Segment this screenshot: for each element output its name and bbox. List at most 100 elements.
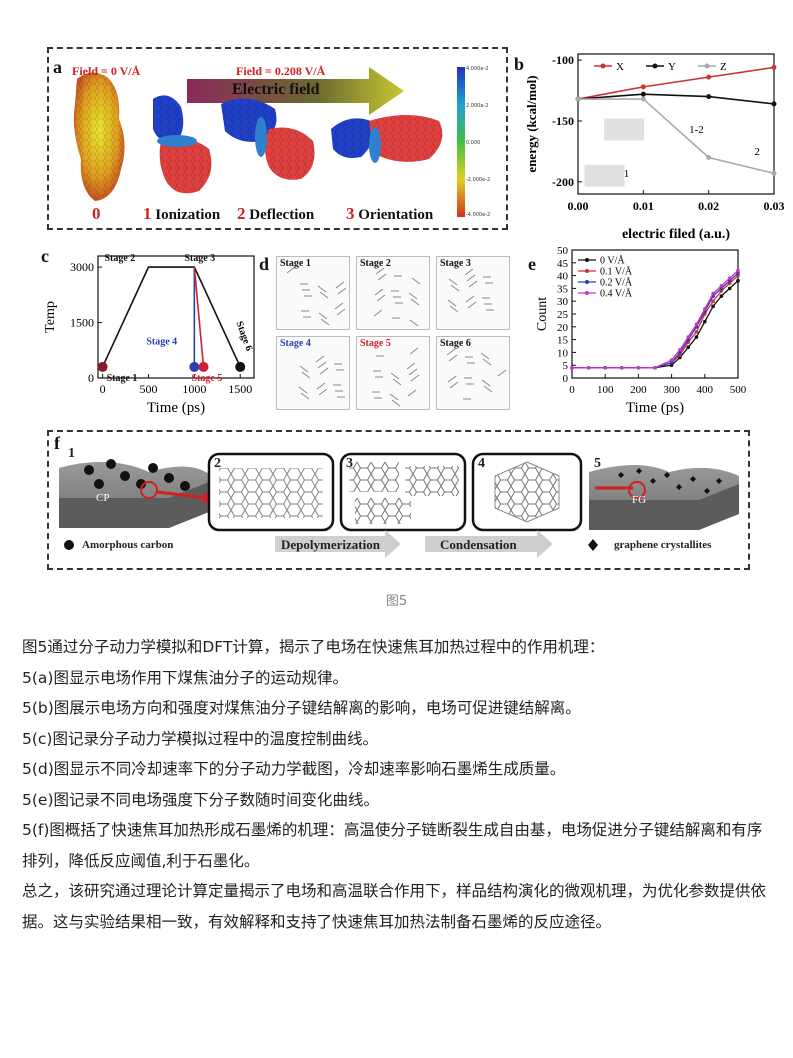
y-axis-label: energy (kcal/mol) <box>524 75 539 172</box>
data-point <box>694 330 699 334</box>
box-number-2: 2 <box>214 456 221 471</box>
x-tick-label: 300 <box>663 384 680 396</box>
atom-bond <box>481 379 491 387</box>
atom-bond <box>320 318 330 326</box>
panel-c-label: c <box>41 246 49 266</box>
stage-marker <box>235 361 246 372</box>
plot-frame <box>577 53 775 195</box>
box-number-3: 3 <box>346 456 353 471</box>
legend-marker <box>600 63 606 69</box>
atom-bond <box>301 371 311 379</box>
series-line-z <box>578 98 775 175</box>
snapshot-cell: Stage 6 <box>436 336 510 410</box>
step-1: 1 Ionization <box>143 204 220 224</box>
colorbar-tick: 2.000e-2 <box>466 103 489 109</box>
x-tick-label: 0.02 <box>698 199 719 213</box>
x-tick-label: 0.00 <box>568 199 589 213</box>
atom-bond <box>447 375 457 383</box>
atom-bond <box>483 385 493 393</box>
y-tick-label: 5 <box>563 360 569 372</box>
annotation: 1 <box>624 168 630 180</box>
atom-bond <box>391 399 401 407</box>
stage-marker <box>97 361 108 372</box>
atom-bond <box>390 372 400 380</box>
x-tick-label: 1500 <box>228 382 252 396</box>
legend-label: 0 V/Å <box>600 255 625 267</box>
stage-label: Stage 3 <box>184 253 215 264</box>
atom-bond <box>337 287 347 295</box>
atom-bond <box>298 386 308 394</box>
snapshot-label: Stage 6 <box>440 338 471 349</box>
stage-marker <box>189 361 200 372</box>
field-strength-label: Field = 0.208 V/Å <box>236 64 326 78</box>
data-point <box>653 365 657 370</box>
y-tick-label: 40 <box>557 271 569 283</box>
x-tick-label: 100 <box>597 384 614 396</box>
y-tick-label: 3000 <box>70 260 94 274</box>
figure-caption: 图5 <box>385 594 408 609</box>
temperature-line <box>193 267 205 367</box>
amorphous-carbon-legend: Amorphous carbon <box>82 539 174 551</box>
snapshot-label: Stage 4 <box>280 338 311 349</box>
atom-bond <box>410 374 420 382</box>
atom-bond <box>299 365 309 373</box>
data-point <box>570 365 574 370</box>
atom-bond <box>316 382 326 390</box>
step-1-number: 1 <box>143 204 152 223</box>
data-point <box>706 94 712 100</box>
y-tick-label: -100 <box>552 53 574 67</box>
x-axis-label: Time (ps) <box>147 400 205 416</box>
y-tick-label: -200 <box>552 175 574 189</box>
atom-bond <box>315 355 325 363</box>
legend-marker <box>585 291 589 295</box>
atom-bond <box>447 299 457 307</box>
depolymerization-label: Depolymerization <box>281 537 380 552</box>
article-body: 图5通过分子动力学模拟和DFT计算，揭示了电场在快速焦耳加热过程中的作用机理： … <box>22 632 772 937</box>
article-paragraph: 5(d)图显示不同冷却速率下的分子动力学截图，冷却速率影响石墨烯生成质量。 <box>22 760 566 778</box>
data-point <box>736 268 740 273</box>
x-tick-label: 0.03 <box>764 199 785 213</box>
data-point <box>640 84 646 90</box>
data-point <box>703 307 707 311</box>
plot-frame <box>97 255 255 379</box>
plot-frame <box>571 249 739 379</box>
atom-bond <box>373 309 383 317</box>
step-0: 0 <box>92 204 101 224</box>
x-tick-label: 0 <box>100 382 106 396</box>
panel-a-art <box>73 67 465 217</box>
atom-bond <box>317 285 327 293</box>
data-point <box>669 358 674 362</box>
legend-label: 0.2 V/Å <box>600 277 633 289</box>
atom-bond <box>482 358 492 366</box>
data-point <box>669 363 674 367</box>
data-point <box>727 276 732 280</box>
box-number-4: 4 <box>478 456 485 471</box>
step-2-number: 2 <box>237 204 246 223</box>
data-point <box>575 96 581 102</box>
snapshot-label: Stage 5 <box>360 338 391 349</box>
y-tick-label: 50 <box>557 245 569 257</box>
data-point <box>586 365 591 370</box>
stage-label: Stage 4 <box>146 337 177 348</box>
data-point <box>771 170 777 176</box>
atom-bond <box>465 295 475 303</box>
data-point <box>711 304 715 309</box>
snapshot-cell: Stage 3 <box>436 256 510 330</box>
x-tick-label: 200 <box>630 384 647 396</box>
panel-b-chart: 0.00 0.01 0.02 0.03 -100 -150 -200 energy (kcal… <box>524 53 785 242</box>
x-tick-label: 500 <box>730 384 747 396</box>
y-tick-label: 0 <box>563 373 569 385</box>
graphene-crystallites-legend: graphene crystallites <box>614 539 712 551</box>
step-3-number: 3 <box>346 204 355 223</box>
atom-bond <box>468 280 478 288</box>
data-point <box>736 278 740 283</box>
data-point <box>711 299 715 303</box>
atom-bond <box>319 367 329 375</box>
y-axis-label: Count <box>535 297 550 331</box>
atom-bond <box>448 278 458 286</box>
atom-bond <box>318 312 328 320</box>
step-3-text: Orientation <box>358 207 434 223</box>
atom-bond <box>374 288 384 296</box>
snapshot-cell: Stage 5 <box>356 336 430 410</box>
